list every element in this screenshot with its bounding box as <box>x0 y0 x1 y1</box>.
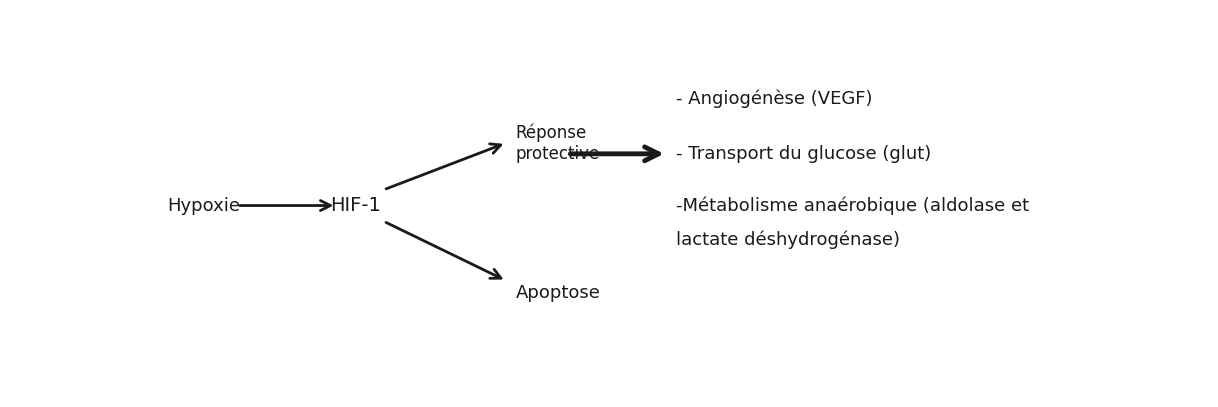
Text: Réponse
protective: Réponse protective <box>515 123 600 162</box>
Text: HIF-1: HIF-1 <box>330 196 381 215</box>
Text: - Angiogénèse (VEGF): - Angiogénèse (VEGF) <box>676 90 872 108</box>
Text: Apoptose: Apoptose <box>515 284 600 302</box>
Text: Hypoxie: Hypoxie <box>168 197 241 214</box>
Text: - Transport du glucose (glut): - Transport du glucose (glut) <box>676 145 932 163</box>
Text: lactate déshydrogénase): lactate déshydrogénase) <box>676 231 900 249</box>
Text: -Métabolisme anaérobique (aldolase et: -Métabolisme anaérobique (aldolase et <box>676 196 1029 215</box>
